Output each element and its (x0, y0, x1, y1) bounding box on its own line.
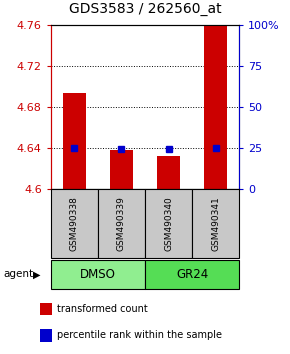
Bar (40, 329, 52, 342)
Bar (40, 303, 52, 315)
Bar (157, 156, 180, 189)
Text: GSM490338: GSM490338 (70, 196, 79, 251)
Text: ▶: ▶ (32, 269, 40, 279)
Bar (98, 189, 145, 258)
Bar (51, 260, 145, 289)
Bar (204, 25, 227, 189)
Text: GSM490341: GSM490341 (211, 196, 220, 251)
Bar (51, 189, 98, 258)
Text: GSM490339: GSM490339 (117, 196, 126, 251)
Text: GDS3583 / 262560_at: GDS3583 / 262560_at (69, 2, 221, 16)
Text: DMSO: DMSO (80, 268, 116, 281)
Text: percentile rank within the sample: percentile rank within the sample (57, 330, 222, 340)
Text: transformed count: transformed count (57, 304, 147, 314)
Bar (110, 150, 133, 189)
Text: GSM490340: GSM490340 (164, 196, 173, 251)
Text: agent: agent (3, 269, 33, 279)
Bar (145, 189, 192, 258)
Text: GR24: GR24 (176, 268, 208, 281)
Bar (192, 189, 239, 258)
Bar (63, 93, 86, 189)
Bar (145, 260, 239, 289)
